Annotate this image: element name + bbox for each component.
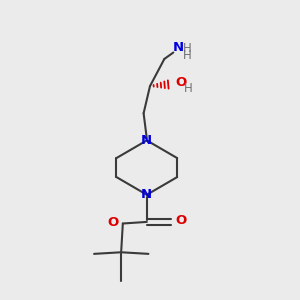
Text: H: H [183, 42, 191, 55]
Text: O: O [175, 214, 187, 227]
Text: O: O [107, 216, 118, 229]
Text: N: N [141, 188, 152, 201]
Text: N: N [172, 41, 184, 54]
Text: N: N [141, 134, 152, 147]
Text: H: H [184, 82, 192, 95]
Text: H: H [183, 49, 191, 62]
Text: O: O [175, 76, 186, 89]
